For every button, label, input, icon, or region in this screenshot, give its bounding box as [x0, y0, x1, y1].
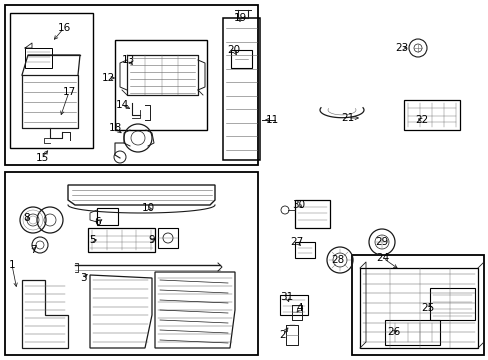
Bar: [351, 255, 483, 355]
Bar: [403, 100, 459, 130]
Bar: [158, 228, 178, 248]
Text: 21: 21: [341, 113, 354, 123]
Text: 2: 2: [279, 330, 286, 340]
Text: 6: 6: [95, 217, 101, 227]
Text: 25: 25: [421, 303, 434, 313]
Text: 13: 13: [121, 55, 134, 65]
Text: 15: 15: [35, 153, 48, 163]
Text: 4: 4: [296, 303, 303, 313]
Bar: [88, 228, 155, 252]
Text: 16: 16: [57, 23, 70, 33]
Text: 22: 22: [414, 115, 428, 125]
Text: 24: 24: [376, 253, 389, 263]
Text: 19: 19: [233, 13, 246, 23]
Bar: [115, 40, 206, 130]
Text: 30: 30: [292, 200, 305, 210]
Text: 27: 27: [290, 237, 303, 247]
Text: 18: 18: [108, 123, 122, 133]
Bar: [384, 320, 439, 345]
Text: 20: 20: [227, 45, 240, 55]
Bar: [359, 268, 477, 348]
Text: 9: 9: [148, 235, 155, 245]
Text: 3: 3: [80, 273, 86, 283]
Bar: [429, 288, 474, 320]
Text: 11: 11: [265, 115, 278, 125]
Text: 7: 7: [30, 245, 36, 255]
Bar: [10, 13, 93, 148]
Text: 29: 29: [375, 237, 388, 247]
Text: 23: 23: [395, 43, 408, 53]
Text: 26: 26: [386, 327, 400, 337]
Bar: [294, 242, 314, 258]
Text: 17: 17: [62, 87, 76, 97]
Text: 31: 31: [280, 292, 293, 302]
Text: 14: 14: [115, 100, 128, 110]
Text: 1: 1: [9, 260, 15, 270]
Bar: [5, 5, 258, 165]
Text: 8: 8: [23, 213, 30, 223]
Text: 5: 5: [88, 235, 95, 245]
Bar: [25, 48, 52, 68]
Bar: [294, 200, 329, 228]
Text: 12: 12: [101, 73, 114, 83]
Text: 28: 28: [331, 255, 344, 265]
Bar: [97, 208, 118, 225]
Bar: [280, 295, 307, 315]
Bar: [223, 18, 260, 160]
Text: 10: 10: [141, 203, 154, 213]
Bar: [5, 172, 258, 355]
Bar: [230, 50, 251, 68]
